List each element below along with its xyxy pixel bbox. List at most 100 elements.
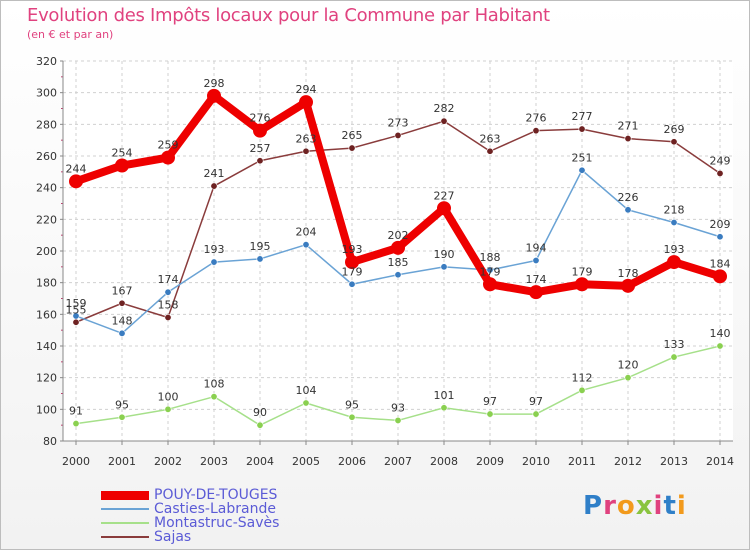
data-point bbox=[575, 277, 589, 292]
legend-swatch bbox=[101, 508, 149, 510]
logo-letter: r bbox=[603, 491, 617, 521]
data-label: 133 bbox=[664, 338, 685, 351]
logo-letter: x bbox=[635, 491, 654, 521]
data-label: 108 bbox=[204, 378, 225, 391]
data-label: 95 bbox=[345, 398, 359, 411]
data-point bbox=[670, 138, 678, 146]
data-label: 104 bbox=[296, 384, 317, 397]
y-tick-label: 220 bbox=[36, 213, 57, 226]
data-label: 276 bbox=[250, 112, 271, 125]
data-label: 159 bbox=[66, 297, 87, 310]
data-point bbox=[624, 206, 632, 214]
data-label: 190 bbox=[434, 248, 455, 261]
data-label: 263 bbox=[296, 132, 317, 145]
data-label: 100 bbox=[158, 390, 179, 403]
data-point bbox=[256, 421, 264, 429]
data-point bbox=[624, 374, 632, 382]
y-tick-label: 320 bbox=[36, 55, 57, 68]
data-point bbox=[621, 278, 635, 293]
data-label: 269 bbox=[664, 123, 685, 136]
legend-label: Montastruc-Savès bbox=[154, 515, 280, 531]
data-label: 298 bbox=[204, 77, 225, 90]
data-point bbox=[72, 420, 80, 428]
data-label: 158 bbox=[158, 299, 179, 312]
data-point bbox=[483, 277, 497, 292]
data-label: 90 bbox=[253, 406, 267, 419]
data-point bbox=[440, 404, 448, 412]
data-point bbox=[299, 95, 313, 110]
x-tick-label: 2012 bbox=[614, 455, 642, 468]
x-tick-label: 2004 bbox=[246, 455, 274, 468]
data-point bbox=[118, 329, 126, 337]
x-tick-label: 2007 bbox=[384, 455, 412, 468]
logo-letter: i bbox=[676, 491, 687, 521]
data-label: 282 bbox=[434, 102, 455, 115]
x-tick-label: 2005 bbox=[292, 455, 320, 468]
logo-letter: t bbox=[663, 491, 677, 521]
legend-label: Sajas bbox=[154, 529, 192, 545]
data-label: 194 bbox=[526, 242, 547, 255]
legend-item: Montastruc-Savès bbox=[101, 516, 279, 530]
data-label: 244 bbox=[66, 162, 87, 175]
data-point bbox=[72, 318, 80, 326]
data-point bbox=[118, 299, 126, 307]
x-tick-label: 2003 bbox=[200, 455, 228, 468]
data-label: 263 bbox=[480, 132, 501, 145]
data-point bbox=[437, 201, 451, 216]
data-point bbox=[210, 393, 218, 401]
data-point bbox=[486, 147, 494, 155]
legend-item: Casties-Labrande bbox=[101, 502, 279, 516]
data-point bbox=[118, 413, 126, 421]
data-label: 249 bbox=[710, 154, 731, 167]
data-label: 227 bbox=[434, 189, 455, 202]
data-label: 273 bbox=[388, 116, 409, 129]
data-label: 218 bbox=[664, 204, 685, 217]
y-tick-label: 260 bbox=[36, 150, 57, 163]
data-point bbox=[532, 410, 540, 418]
data-label: 179 bbox=[572, 265, 593, 278]
y-tick-label: 200 bbox=[36, 245, 57, 258]
data-label: 91 bbox=[69, 405, 83, 418]
data-point bbox=[667, 255, 681, 270]
data-point bbox=[394, 271, 402, 279]
data-point bbox=[161, 150, 175, 165]
data-point bbox=[440, 117, 448, 125]
data-point bbox=[348, 280, 356, 288]
data-label: 188 bbox=[480, 251, 501, 264]
y-tick-label: 240 bbox=[36, 182, 57, 195]
x-tick-label: 2000 bbox=[62, 455, 90, 468]
data-point bbox=[256, 255, 264, 263]
data-label: 257 bbox=[250, 142, 271, 155]
data-label: 179 bbox=[342, 265, 363, 278]
data-label: 251 bbox=[572, 151, 593, 164]
data-label: 259 bbox=[158, 139, 179, 152]
logo-letter: P bbox=[583, 491, 604, 521]
data-point bbox=[532, 127, 540, 135]
data-point bbox=[486, 266, 494, 274]
chart-subtitle: (en € et par an) bbox=[27, 28, 114, 41]
data-label: 93 bbox=[391, 401, 405, 414]
data-point bbox=[486, 410, 494, 418]
data-label: 112 bbox=[572, 371, 593, 384]
chart-legend: POUY-DE-TOUGES Casties-Labrande Montastruc… bbox=[101, 488, 279, 544]
data-label: 202 bbox=[388, 229, 409, 242]
data-label: 174 bbox=[158, 273, 179, 286]
data-point bbox=[207, 88, 221, 103]
data-label: 193 bbox=[204, 243, 225, 256]
data-point bbox=[394, 131, 402, 139]
logo-letter: i bbox=[653, 491, 664, 521]
data-point bbox=[348, 413, 356, 421]
data-point bbox=[164, 405, 172, 413]
data-point bbox=[164, 288, 172, 296]
x-tick-label: 2011 bbox=[568, 455, 596, 468]
data-point bbox=[716, 233, 724, 241]
y-tick-label: 300 bbox=[36, 87, 57, 100]
x-tick-label: 2014 bbox=[706, 455, 734, 468]
data-label: 226 bbox=[618, 191, 639, 204]
data-point bbox=[670, 219, 678, 227]
data-point bbox=[670, 353, 678, 361]
data-point bbox=[578, 125, 586, 133]
data-label: 148 bbox=[112, 314, 133, 327]
legend-label: POUY-DE-TOUGES bbox=[154, 487, 278, 503]
data-point bbox=[391, 240, 405, 255]
